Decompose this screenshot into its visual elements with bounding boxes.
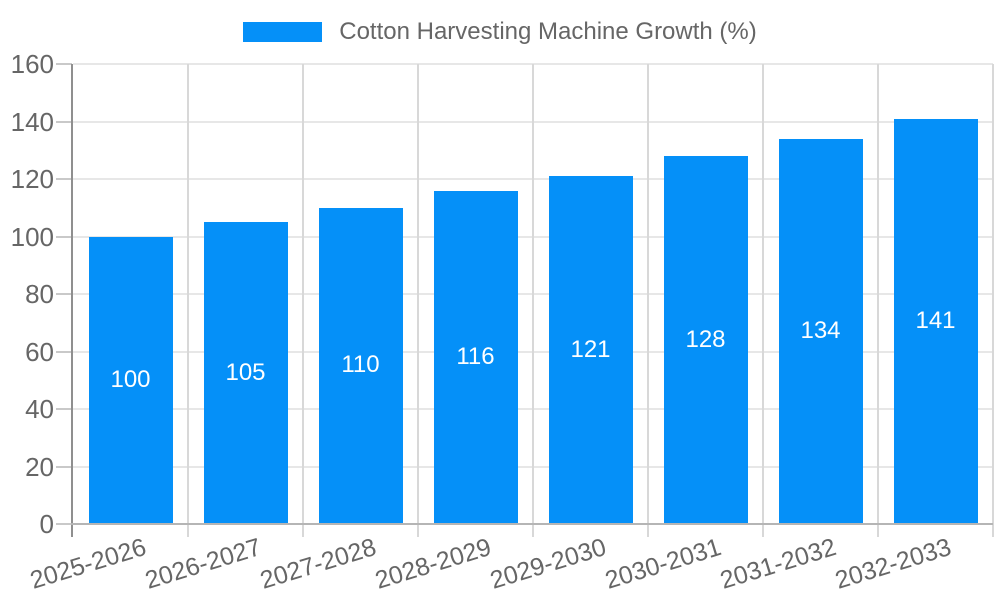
bar-value-label: 141 [915,306,956,334]
y-tick-label: 120 [10,164,54,194]
bar-value-label: 134 [800,316,841,344]
y-tick-label: 160 [10,49,54,79]
y-tick-label: 0 [39,509,54,539]
bar-value-label: 116 [456,342,495,370]
bar-value-label: 110 [341,351,380,379]
x-tick-label: 2031-2032 [716,533,840,595]
v-gridline [762,64,764,537]
x-tick-label: 2032-2033 [831,533,955,595]
bar[interactable]: 110 [318,207,403,523]
x-tick-label: 2027-2028 [256,533,380,595]
bar[interactable]: 141 [893,118,978,523]
y-tick-label: 20 [25,451,54,482]
v-gridline [532,64,534,537]
x-tick-label: 2026-2027 [141,533,265,595]
x-axis-line [71,523,993,525]
y-tick [56,63,72,65]
bar-value-label: 100 [110,365,151,393]
x-tick-label: 2028-2029 [371,533,495,595]
y-tick [56,408,72,410]
bar[interactable]: 134 [778,138,863,523]
x-axis-labels: 2025-2026 2026-2027 2027-2028 2028-2029 2029… [0,524,1000,600]
bar[interactable]: 100 [88,236,173,523]
legend-swatch[interactable] [243,22,323,42]
y-tick [56,178,72,180]
bar[interactable]: 105 [203,222,288,523]
v-gridline [187,64,189,537]
bar-value-label: 121 [570,335,611,363]
legend-label: Cotton Harvesting Machine Growth (%) [339,18,757,45]
y-tick-label: 100 [10,221,54,252]
y-tick-label: 140 [10,106,54,137]
y-tick [56,350,72,353]
v-gridline [302,64,304,537]
y-tick [56,120,72,123]
v-gridline [877,64,879,537]
v-gridline [647,64,649,537]
y-tick [56,235,72,238]
y-tick [56,465,72,468]
bar[interactable]: 121 [548,176,633,523]
x-tick-label: 2030-2031 [601,533,725,595]
plot-area: 100 105 110 116 121 128 134 141 [56,63,994,537]
legend[interactable]: Cotton Harvesting Machine Growth (%) [0,17,1000,47]
y-tick-label: 60 [25,336,54,367]
y-tick-label: 40 [25,394,54,424]
v-gridline [417,64,419,537]
bar-value-label: 128 [685,325,726,353]
y-tick [56,523,72,525]
y-tick-label: 80 [25,279,54,309]
y-axis-line [71,64,73,537]
v-gridline [992,64,994,537]
bar[interactable]: 128 [663,156,748,523]
bar[interactable]: 116 [433,190,518,523]
y-axis-labels: 0 20 40 60 80 100 120 140 160 [0,51,54,537]
y-tick [56,293,72,295]
x-tick-label: 2029-2030 [486,533,610,595]
x-tick-label: 2025-2026 [26,533,150,595]
bar-value-label: 105 [225,358,266,386]
